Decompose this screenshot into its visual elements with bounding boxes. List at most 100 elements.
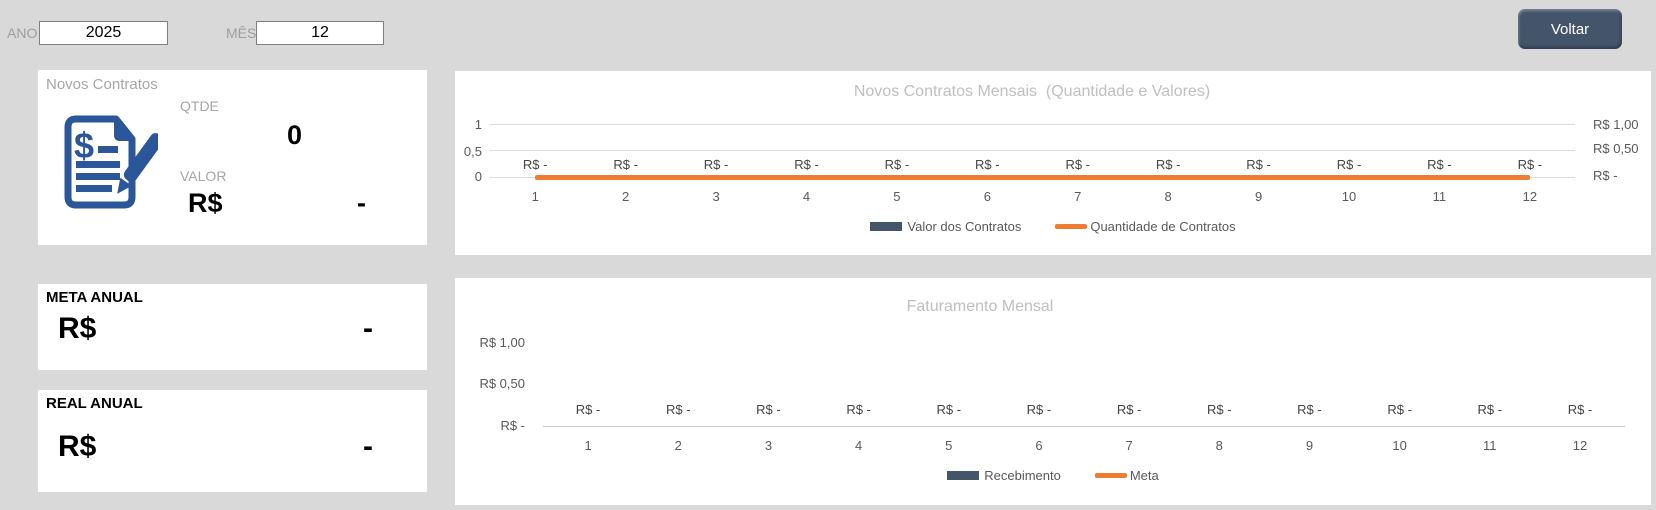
gridline <box>490 124 1575 125</box>
month-label: 1 <box>531 189 539 204</box>
chart2-left-tick: R$ 0,50 <box>479 376 525 391</box>
real-anual-card: REAL ANUAL R$ - <box>38 390 427 492</box>
month-label: 8 <box>1215 438 1223 453</box>
data-label: R$ - <box>1116 402 1142 417</box>
meta-anual-card: META ANUAL R$ - <box>38 284 427 370</box>
data-label: R$ - <box>1207 402 1232 417</box>
month-label: 3 <box>764 438 773 453</box>
chart1-legend-bar-label: Valor dos Contratos <box>907 219 1022 234</box>
month-label: 5 <box>893 189 901 204</box>
meta-anual-currency: R$ <box>58 312 97 345</box>
novos-contratos-card: Novos Contratos $ QTDE 0 VALOR R$ - <box>38 70 427 245</box>
month-label: 9 <box>1254 189 1263 204</box>
bar-series-swatch <box>870 222 903 231</box>
data-label: R$ - <box>1517 157 1543 172</box>
valor-currency: R$ <box>188 188 223 218</box>
month-label: 2 <box>622 189 630 204</box>
month-label: 2 <box>674 438 682 453</box>
data-label: R$ - <box>522 157 548 172</box>
chart2-legend-line-label: Meta <box>1129 468 1159 483</box>
month-label: 4 <box>854 438 863 453</box>
data-label: R$ - <box>794 157 819 172</box>
chart2-left-tick: R$ 1,00 <box>479 335 525 350</box>
valor-value: - <box>357 188 366 218</box>
novos-contratos-title: Novos Contratos <box>46 76 158 93</box>
chart2-x-axis-line <box>543 426 1625 427</box>
chart2-month-axis: 1 2 3 4 5 6 7 8 9 10 11 12 <box>543 438 1625 453</box>
real-anual-currency: R$ <box>58 430 97 463</box>
data-label: R$ - <box>1246 157 1271 172</box>
bar-series-swatch <box>947 471 980 480</box>
month-label: 7 <box>1074 189 1082 204</box>
real-anual-value-row: R$ - <box>58 430 373 464</box>
month-label: 8 <box>1164 189 1172 204</box>
month-label: 11 <box>1432 189 1447 204</box>
valor-label: VALOR <box>180 168 227 184</box>
month-label: 1 <box>584 438 592 453</box>
line-series-swatch <box>1055 224 1088 229</box>
novos-contratos-mensais-chart: Novos Contratos Mensais (Quantidade e Va… <box>455 71 1651 255</box>
chart1-legend-line-label: Quantidade de Contratos <box>1090 219 1236 234</box>
qtde-label: QTDE <box>180 98 219 114</box>
data-label: R$ - <box>575 402 601 417</box>
meta-anual-value: - <box>363 312 373 345</box>
month-label: 12 <box>1522 189 1538 204</box>
chart1-left-tick: 0,5 <box>463 144 482 159</box>
chart1-month-axis: 1 2 3 4 5 6 7 8 9 10 11 12 <box>490 189 1575 204</box>
chart1-plot-area: R$ - R$ - R$ - R$ - R$ - R$ - R$ - R$ - R$ - R$ -… <box>490 71 1575 255</box>
month-label: 6 <box>1035 438 1043 453</box>
data-label: R$ - <box>1026 402 1052 417</box>
month-label: 10 <box>1392 438 1407 453</box>
chart1-left-tick: 0 <box>474 169 482 184</box>
month-label: 6 <box>983 189 991 204</box>
meta-anual-value-row: R$ - <box>58 312 373 346</box>
data-label: R$ - <box>1065 157 1091 172</box>
chart2-plot-area: R$ - R$ - R$ - R$ - R$ - R$ - R$ - R$ - R$ - R$ -… <box>543 278 1625 505</box>
data-label: R$ - <box>1387 402 1412 417</box>
chart1-data-labels: R$ - R$ - R$ - R$ - R$ - R$ - R$ - R$ - R$ - R$ -… <box>490 157 1575 172</box>
data-label: R$ - <box>613 157 638 172</box>
faturamento-mensal-chart: Faturamento Mensal R$ 1,00 R$ 0,50 R$ - … <box>455 278 1651 505</box>
voltar-button[interactable]: Voltar <box>1518 9 1622 49</box>
data-label: R$ - <box>665 402 691 417</box>
chart2-title: Faturamento Mensal <box>906 298 1054 315</box>
chart2-legend: Recebimento Meta <box>455 468 1651 483</box>
svg-text:$: $ <box>74 125 94 166</box>
month-label: 10 <box>1341 189 1357 204</box>
data-label: R$ - <box>1155 157 1181 172</box>
mes-label: MÊS <box>226 25 257 41</box>
ano-input[interactable] <box>39 21 168 45</box>
gridline <box>490 150 1575 151</box>
chart1-right-tick: R$ 0,50 <box>1593 141 1639 156</box>
real-anual-value: - <box>363 430 373 463</box>
chart2-left-tick: R$ - <box>500 418 525 433</box>
line-series-swatch <box>1094 473 1127 478</box>
chart1-right-tick: R$ - <box>1593 168 1618 183</box>
data-label: R$ - <box>936 402 962 417</box>
data-label: R$ - <box>1336 157 1362 172</box>
data-label: R$ - <box>1297 402 1322 417</box>
month-label: 4 <box>802 189 811 204</box>
month-label: 12 <box>1572 438 1588 453</box>
data-label: R$ - <box>703 157 729 172</box>
qtde-value: 0 <box>286 120 302 150</box>
chart1-left-tick: 1 <box>474 117 482 132</box>
real-anual-title: REAL ANUAL <box>46 395 143 412</box>
ano-label: ANO <box>7 25 38 41</box>
month-label: 7 <box>1125 438 1133 453</box>
valor-value-row: R$ - <box>188 188 366 219</box>
month-label: 11 <box>1483 438 1497 453</box>
month-label: 5 <box>945 438 953 453</box>
chart2-legend-bar-label: Recebimento <box>984 468 1061 483</box>
data-label: R$ - <box>756 402 781 417</box>
contract-document-pen-icon: $ <box>64 115 158 209</box>
quantidade-line-series <box>535 175 1530 180</box>
chart1-title: Novos Contratos Mensais (Quantidade e Va… <box>853 83 1211 100</box>
data-label: R$ - <box>1567 402 1593 417</box>
mes-input[interactable] <box>256 21 384 45</box>
data-label: R$ - <box>1477 402 1503 417</box>
month-label: 3 <box>712 189 720 204</box>
data-label: R$ - <box>1427 157 1452 172</box>
data-label: R$ - <box>846 402 871 417</box>
